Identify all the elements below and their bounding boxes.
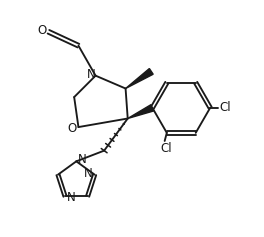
Text: N: N xyxy=(87,68,96,81)
Text: O: O xyxy=(37,24,46,37)
Polygon shape xyxy=(126,68,153,88)
Text: N: N xyxy=(84,167,93,180)
Text: N: N xyxy=(78,153,87,166)
Text: Cl: Cl xyxy=(160,142,172,155)
Polygon shape xyxy=(128,105,154,118)
Text: N: N xyxy=(67,191,75,204)
Text: O: O xyxy=(67,122,76,135)
Text: Cl: Cl xyxy=(219,101,230,114)
